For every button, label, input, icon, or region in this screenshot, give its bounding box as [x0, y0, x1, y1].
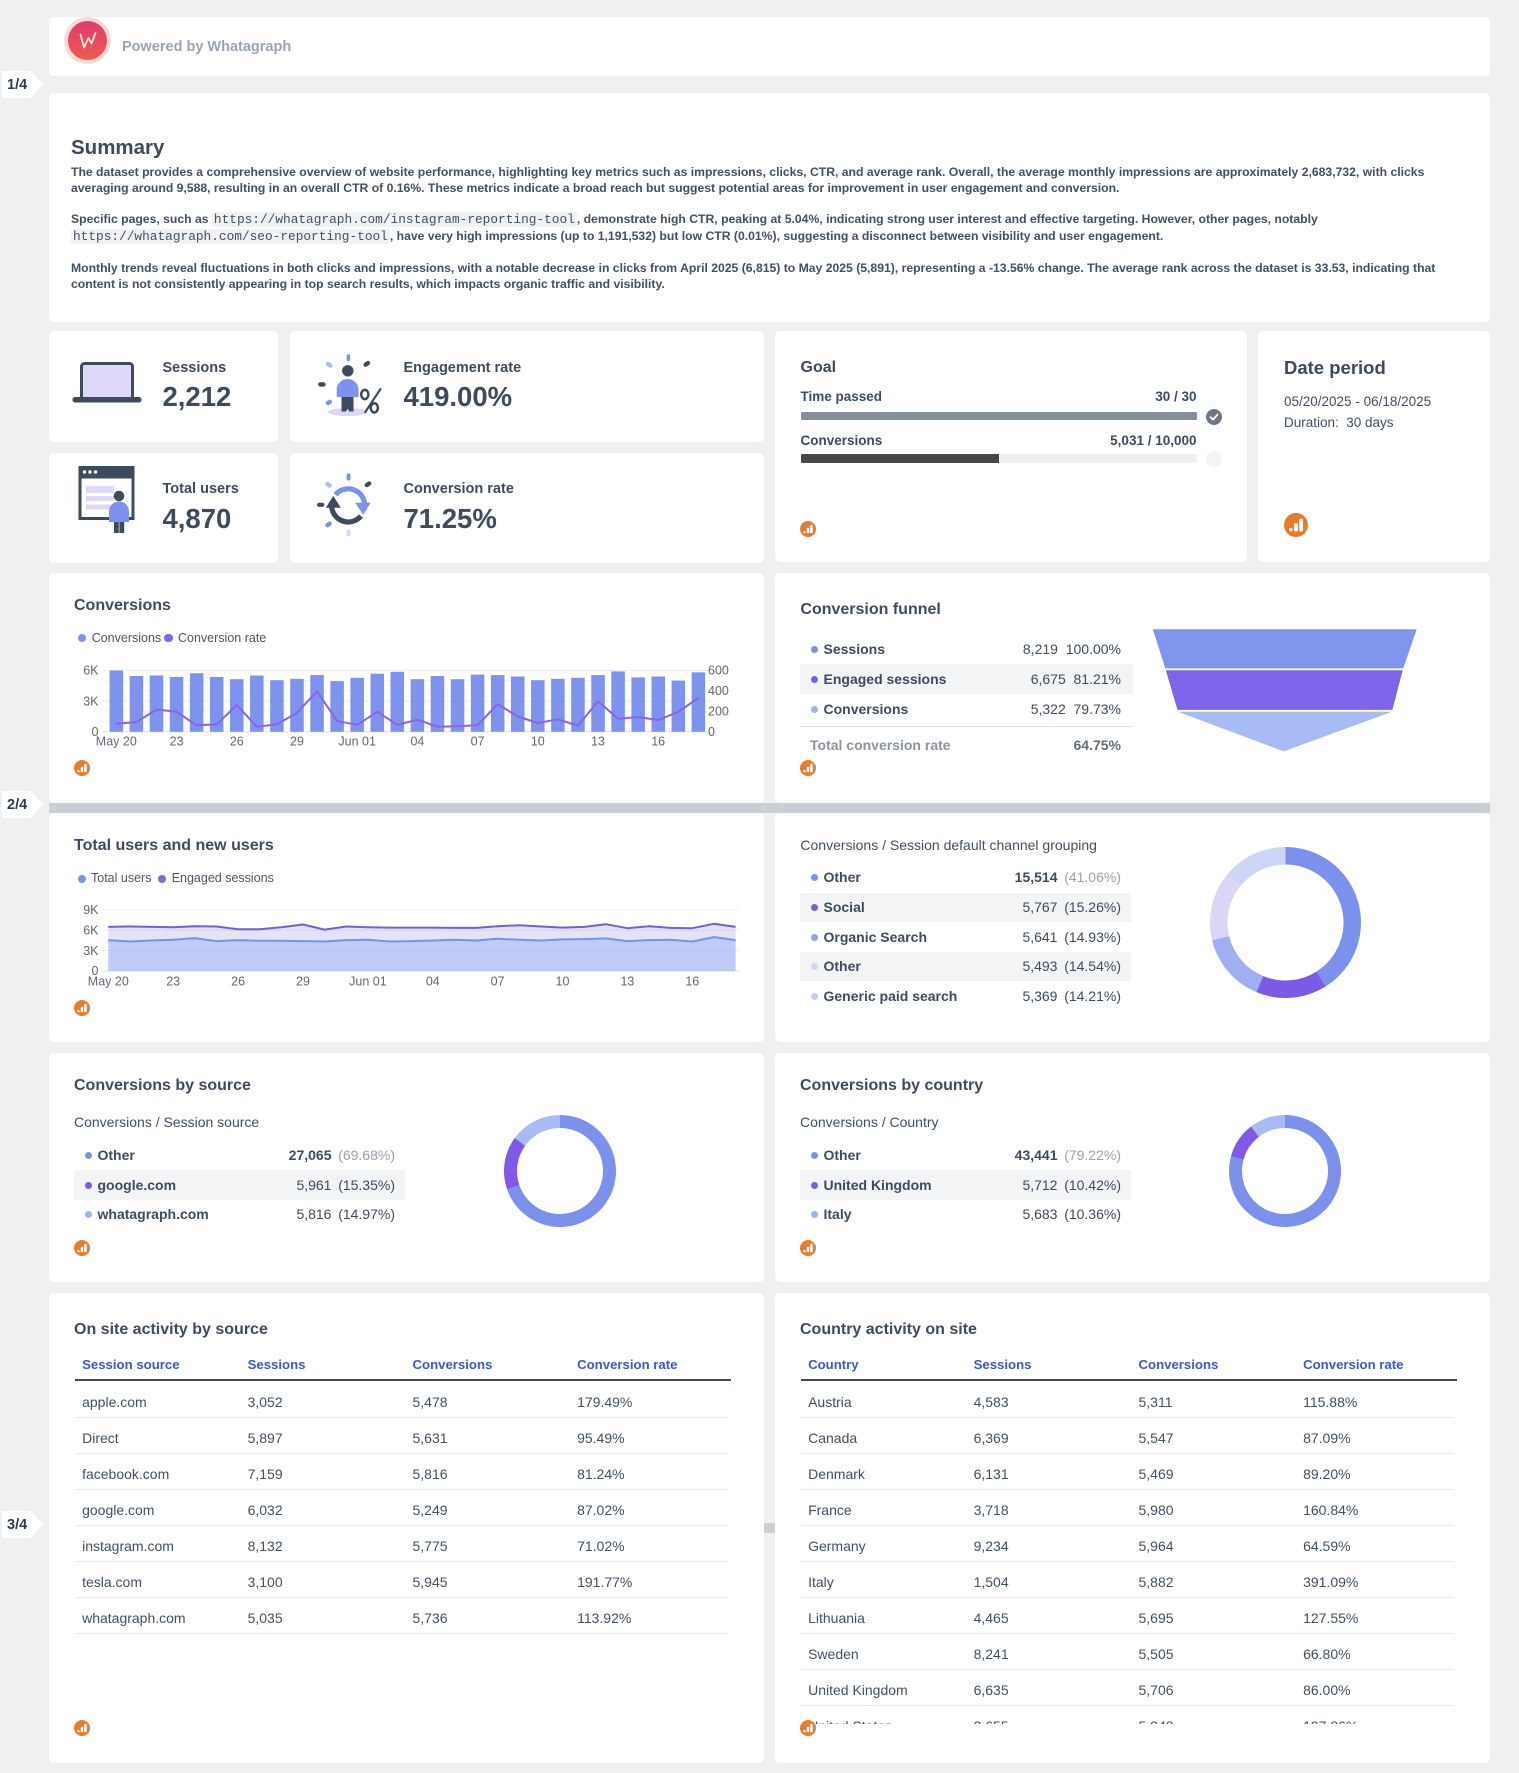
svg-text:May 20: May 20 — [88, 974, 129, 988]
svg-text:400: 400 — [708, 684, 729, 698]
svg-text:26: 26 — [231, 974, 245, 988]
svg-text:0: 0 — [92, 725, 99, 739]
svg-text:23: 23 — [166, 974, 180, 988]
svg-text:600: 600 — [708, 664, 729, 678]
svg-text:26: 26 — [230, 734, 244, 748]
svg-text:6K: 6K — [83, 924, 99, 938]
svg-text:23: 23 — [170, 734, 184, 748]
svg-text:29: 29 — [290, 734, 304, 748]
svg-text:3K: 3K — [83, 694, 99, 708]
svg-text:13: 13 — [591, 734, 605, 748]
svg-text:13: 13 — [620, 974, 634, 988]
svg-text:200: 200 — [708, 705, 729, 719]
svg-text:6K: 6K — [83, 664, 99, 678]
svg-text:3K: 3K — [83, 944, 99, 958]
svg-text:10: 10 — [556, 974, 570, 988]
svg-text:07: 07 — [471, 734, 485, 748]
svg-text:04: 04 — [426, 974, 440, 988]
svg-text:07: 07 — [491, 974, 505, 988]
svg-text:29: 29 — [296, 974, 310, 988]
svg-text:10: 10 — [531, 734, 545, 748]
svg-text:9K: 9K — [83, 903, 99, 917]
svg-text:Jun 01: Jun 01 — [338, 734, 376, 748]
svg-text:0: 0 — [708, 725, 715, 739]
svg-text:16: 16 — [685, 974, 699, 988]
svg-text:Jun 01: Jun 01 — [349, 974, 387, 988]
svg-text:May 20: May 20 — [96, 734, 137, 748]
svg-text:16: 16 — [651, 734, 665, 748]
svg-text:0: 0 — [92, 964, 99, 978]
svg-text:04: 04 — [410, 734, 424, 748]
